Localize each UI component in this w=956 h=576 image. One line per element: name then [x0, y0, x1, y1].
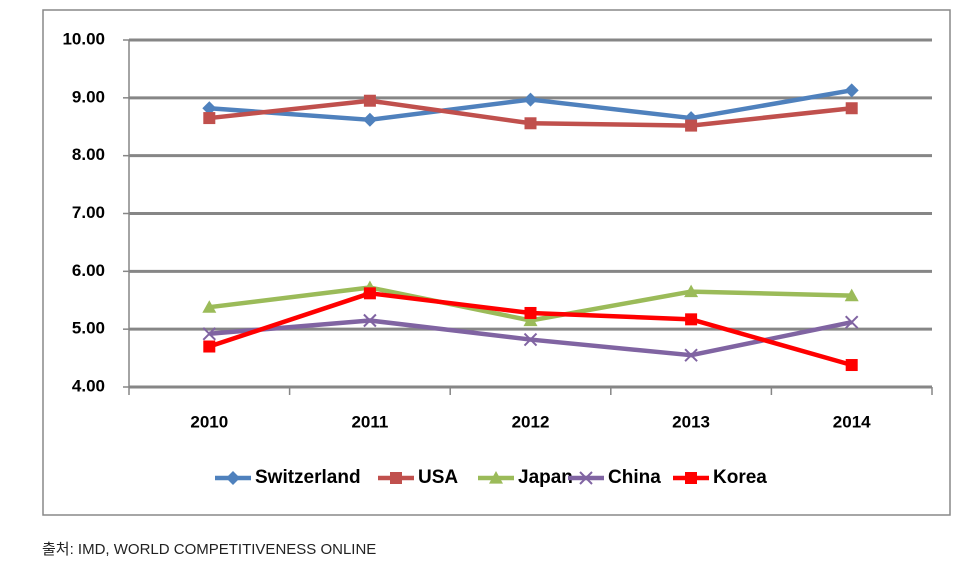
y-tick-label: 7.00 — [72, 203, 105, 222]
x-tick-label: 2014 — [833, 412, 871, 431]
marker — [203, 340, 216, 353]
marker — [524, 306, 537, 319]
marker — [523, 313, 538, 327]
y-tick-label: 5.00 — [72, 319, 105, 338]
marker — [202, 327, 217, 341]
y-tick-label: 6.00 — [72, 261, 105, 280]
marker — [844, 288, 859, 302]
chart-frame — [42, 9, 951, 516]
marker — [226, 471, 240, 485]
marker — [579, 471, 593, 485]
marker — [684, 348, 698, 362]
marker — [523, 332, 538, 347]
marker — [685, 472, 697, 484]
legend-label: China — [608, 467, 661, 488]
legend-label: Japan — [518, 467, 573, 488]
y-tick-label: 4.00 — [72, 376, 105, 395]
y-tick-label: 10.00 — [62, 29, 105, 48]
legend-label: Korea — [713, 467, 767, 488]
marker — [524, 117, 537, 130]
marker — [202, 300, 217, 313]
x-tick-label: 2013 — [672, 412, 710, 431]
marker — [390, 472, 402, 484]
marker — [363, 287, 376, 300]
marker — [362, 112, 377, 127]
marker — [845, 359, 858, 372]
marker — [203, 112, 216, 125]
y-tick-label: 9.00 — [72, 87, 105, 106]
marker — [363, 313, 377, 328]
marker — [685, 119, 698, 132]
marker — [845, 102, 858, 115]
y-tick-label: 8.00 — [72, 145, 105, 164]
legend-label: USA — [418, 467, 458, 488]
source-note: 출처: IMD, WORLD COMPETITIVENESS ONLINE — [42, 541, 376, 558]
x-tick-label: 2011 — [351, 412, 388, 431]
marker — [844, 83, 859, 98]
x-tick-label: 2010 — [190, 412, 228, 431]
legend-label: Switzerland — [255, 467, 361, 488]
marker — [363, 94, 376, 107]
marker — [844, 315, 859, 329]
x-tick-label: 2012 — [512, 412, 550, 431]
marker — [202, 101, 217, 116]
marker — [684, 284, 699, 298]
marker — [685, 313, 698, 326]
marker — [489, 471, 503, 484]
marker — [523, 92, 538, 107]
